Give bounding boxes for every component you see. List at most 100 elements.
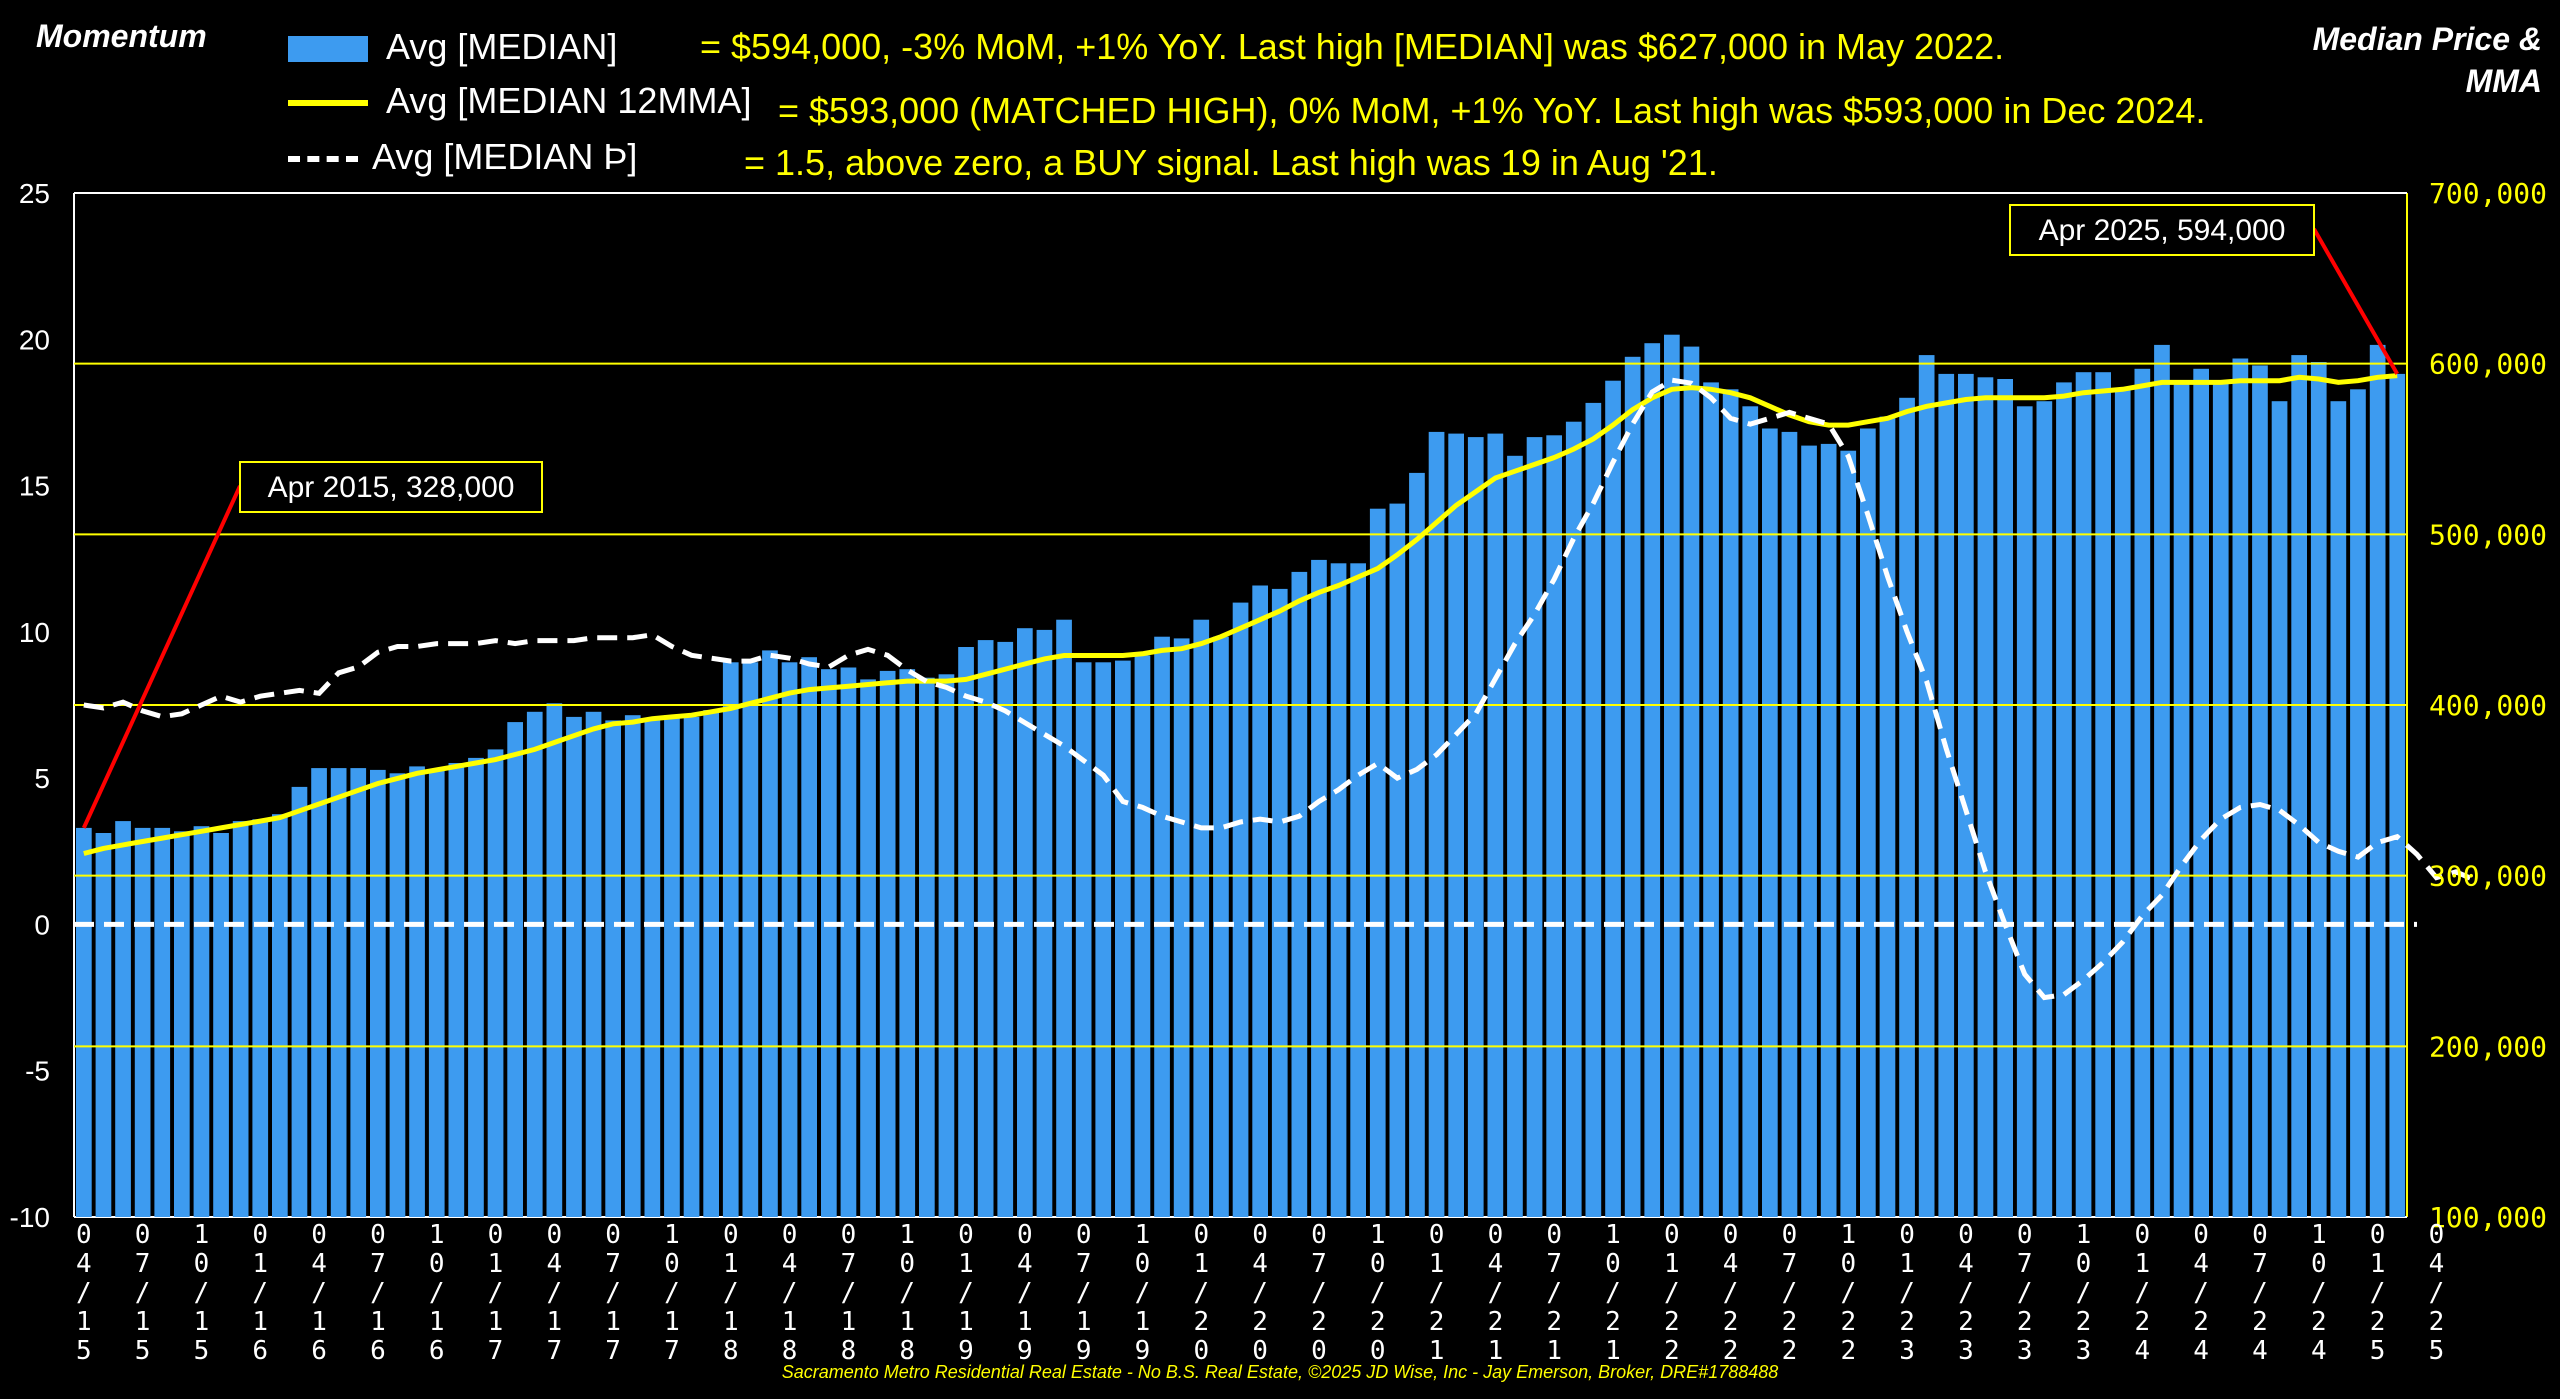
x-tick-label: 0 7/2 4 — [2252, 1220, 2268, 1366]
right-tick-label: 500,000 — [2429, 518, 2547, 551]
right-axis-title-line2: MMA — [2465, 63, 2542, 99]
callout-end-label: Apr 2025, 594,000 — [2039, 214, 2286, 247]
x-tick-label: 0 7/1 6 — [370, 1220, 386, 1366]
median-bar — [350, 768, 367, 1217]
median-bar — [1840, 450, 1857, 1217]
right-tick-label: 700,000 — [2429, 177, 2547, 210]
median-bar — [2212, 380, 2229, 1217]
median-bar — [468, 757, 484, 1217]
legend-swatch-momentum — [288, 156, 358, 163]
median-bar — [2310, 362, 2327, 1217]
median-bar — [1291, 571, 1308, 1217]
median-bar — [448, 763, 465, 1217]
median-bar — [2095, 372, 2111, 1217]
left-tick-label: 25 — [19, 178, 50, 209]
median-bar — [1546, 435, 1562, 1217]
median-bar — [1526, 437, 1543, 1218]
median-bar — [1173, 638, 1190, 1217]
median-bar — [742, 662, 759, 1217]
left-tick-label: 10 — [19, 617, 50, 648]
x-tick-label: 1 0/2 0 — [1370, 1220, 1386, 1366]
median-bar — [95, 833, 112, 1217]
x-tick-label: 0 7/1 5 — [135, 1220, 151, 1366]
median-bar — [1134, 655, 1151, 1217]
right-tick-label: 100,000 — [2429, 1201, 2547, 1234]
median-bar — [1879, 416, 1896, 1218]
callout-start-box — [239, 461, 543, 513]
median-bar — [781, 662, 798, 1217]
median-bar — [487, 749, 504, 1217]
x-tick-label: 0 7/1 7 — [605, 1220, 621, 1366]
median-bar — [1624, 356, 1641, 1217]
median-bar — [1644, 343, 1661, 1217]
x-tick-label: 0 4/2 5 — [2429, 1220, 2445, 1366]
median-bar — [1232, 602, 1249, 1217]
x-tick-label: 0 1/2 4 — [2134, 1220, 2150, 1366]
mma-line — [83, 373, 2398, 856]
median-bar — [1664, 334, 1680, 1217]
legend-median: Avg [MEDIAN] — [288, 26, 617, 68]
median-bar — [1056, 619, 1072, 1217]
x-tick-label: 0 4/2 3 — [1958, 1220, 1974, 1366]
median-bar — [1154, 636, 1170, 1217]
x-tick-label: 1 0/1 8 — [899, 1220, 915, 1366]
x-tick-label: 0 4/1 9 — [1017, 1220, 1033, 1366]
x-tick-label: 0 1/1 7 — [488, 1220, 504, 1366]
callout-start-leader — [81, 485, 242, 829]
median-bar — [879, 670, 896, 1217]
median-bar — [1742, 406, 1759, 1217]
left-tick-label: 15 — [19, 471, 50, 502]
median-bar — [1958, 373, 1974, 1217]
x-tick-label: 0 1/2 0 — [1193, 1220, 1209, 1366]
median-bar — [683, 716, 700, 1217]
median-bar — [860, 679, 876, 1217]
median-bar — [2350, 389, 2366, 1217]
median-bar — [2016, 406, 2033, 1217]
median-bar — [1820, 443, 1837, 1217]
median-bar — [2056, 382, 2072, 1217]
median-bar — [997, 641, 1014, 1217]
legend-mma: Avg [MEDIAN 12MMA] — [288, 80, 751, 122]
median-bar — [1115, 660, 1131, 1217]
median-bar — [1487, 433, 1504, 1218]
median-bar — [1271, 588, 1288, 1217]
x-tick-label: 0 4/1 6 — [311, 1220, 327, 1366]
median-bar — [1448, 433, 1464, 1218]
median-bar — [1585, 402, 1602, 1217]
x-tick-label: 0 1/1 6 — [252, 1220, 268, 1366]
x-tick-label: 0 7/1 9 — [1076, 1220, 1092, 1366]
median-bar — [311, 768, 327, 1217]
legend-mma-stats: = $593,000 (MATCHED HIGH), 0% MoM, +1% Y… — [778, 90, 2206, 131]
callout-end-box — [2009, 204, 2315, 256]
legend-median-stats: = $594,000, -3% MoM, +1% YoY. Last high … — [700, 26, 2005, 67]
median-bar — [703, 710, 719, 1217]
median-bar — [2154, 344, 2170, 1217]
left-tick-label: 0 — [34, 909, 50, 940]
x-tick-label: 0 7/2 3 — [2017, 1220, 2033, 1366]
momentum-line — [83, 377, 2477, 1001]
right-tick-label: 200,000 — [2429, 1030, 2547, 1063]
median-bar — [1683, 346, 1700, 1218]
median-bar — [115, 821, 131, 1217]
median-bar — [370, 769, 386, 1217]
median-bar — [1252, 585, 1268, 1217]
legend-text-median: = $594,000, -3% MoM, +1% YoY. Last high … — [700, 26, 2004, 68]
legend-swatch-mma — [288, 100, 368, 107]
x-tick-label: 0 7/2 0 — [1311, 1220, 1327, 1366]
median-bar — [566, 716, 582, 1217]
x-tick-label: 0 7/1 8 — [841, 1220, 857, 1366]
median-bar — [821, 669, 837, 1217]
median-bar — [1507, 455, 1523, 1217]
median-bar — [1605, 380, 1621, 1217]
right-tick-label: 300,000 — [2429, 860, 2547, 893]
median-bar — [977, 640, 994, 1217]
left-axis-title: Momentum — [36, 18, 207, 54]
median-bar — [722, 662, 739, 1217]
median-bar — [1369, 508, 1386, 1217]
median-bar — [2252, 365, 2268, 1217]
x-tick-label: 1 0/2 4 — [2311, 1220, 2327, 1366]
median-bar — [2036, 401, 2053, 1217]
x-tick-label: 0 4/1 5 — [76, 1220, 92, 1366]
right-axis-title: Median Price & MMA — [2313, 18, 2542, 102]
median-bar — [664, 715, 680, 1217]
